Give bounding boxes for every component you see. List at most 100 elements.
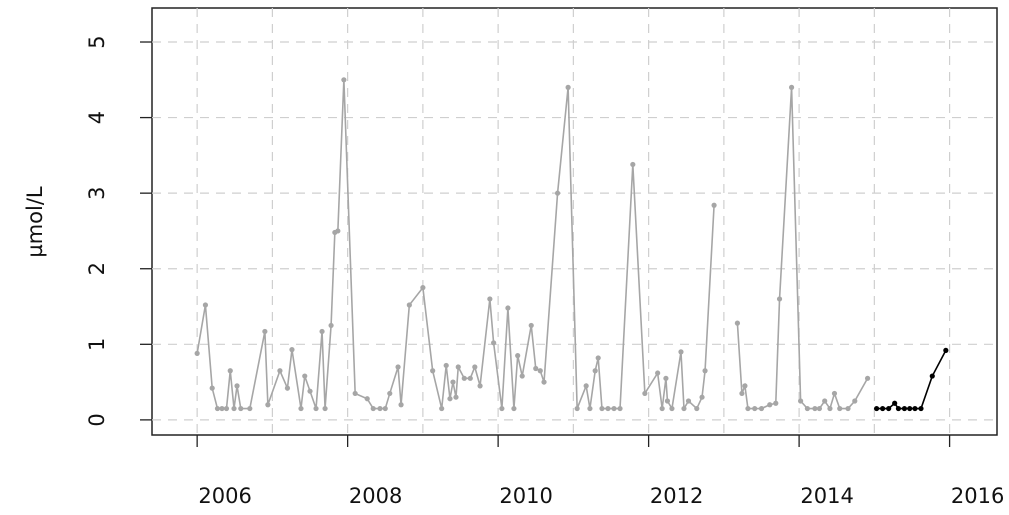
data-point bbox=[655, 370, 661, 376]
data-point bbox=[443, 362, 449, 369]
data-point bbox=[214, 405, 221, 412]
data-point bbox=[831, 390, 838, 397]
data-point bbox=[595, 355, 601, 361]
data-point bbox=[277, 368, 283, 374]
data-point bbox=[611, 405, 617, 412]
data-point bbox=[307, 388, 313, 394]
data-point bbox=[587, 405, 593, 412]
data-point bbox=[209, 385, 215, 391]
data-point bbox=[901, 405, 908, 412]
y-tick-label: 1 bbox=[85, 338, 109, 351]
data-point bbox=[642, 390, 648, 397]
data-point bbox=[773, 400, 779, 406]
y-tick-label: 0 bbox=[85, 413, 109, 426]
data-point bbox=[262, 328, 268, 335]
data-point bbox=[592, 368, 598, 374]
data-point bbox=[880, 405, 886, 412]
data-point bbox=[907, 405, 913, 412]
data-point bbox=[461, 375, 467, 381]
data-point bbox=[605, 405, 611, 412]
data-point bbox=[943, 347, 949, 353]
data-point bbox=[685, 398, 692, 404]
data-point bbox=[798, 398, 804, 404]
data-point bbox=[420, 285, 426, 291]
data-point bbox=[387, 390, 393, 397]
data-point bbox=[219, 405, 225, 412]
data-point bbox=[487, 296, 493, 302]
data-point bbox=[247, 405, 253, 412]
data-point bbox=[533, 365, 539, 372]
x-tick-label: 2010 bbox=[499, 484, 552, 508]
data-point bbox=[202, 302, 209, 308]
data-point bbox=[322, 405, 328, 412]
data-point bbox=[364, 396, 370, 402]
data-point bbox=[406, 302, 412, 308]
data-point bbox=[455, 364, 461, 370]
data-point bbox=[515, 353, 521, 359]
data-point bbox=[554, 190, 561, 196]
data-point bbox=[599, 405, 605, 412]
y-tick-label: 4 bbox=[85, 111, 109, 124]
data-point bbox=[302, 373, 308, 379]
series-line bbox=[876, 349, 947, 410]
data-point bbox=[752, 405, 758, 412]
data-point bbox=[827, 405, 833, 412]
data-point bbox=[617, 405, 623, 412]
x-tick-label: 2012 bbox=[650, 484, 703, 508]
data-point bbox=[583, 383, 589, 389]
data-point bbox=[837, 405, 843, 412]
data-point bbox=[874, 405, 880, 412]
data-point bbox=[852, 398, 858, 404]
data-point bbox=[194, 350, 200, 356]
data-point bbox=[892, 400, 898, 406]
data-point bbox=[313, 405, 319, 412]
x-tick-label: 2008 bbox=[349, 484, 402, 508]
data-point bbox=[284, 385, 291, 391]
data-point bbox=[659, 405, 665, 412]
y-tick-label: 5 bbox=[85, 35, 109, 48]
data-point bbox=[223, 405, 230, 412]
data-point bbox=[398, 402, 404, 408]
data-point bbox=[678, 349, 684, 355]
data-point bbox=[491, 340, 497, 346]
x-tick-label: 2016 bbox=[951, 484, 1004, 508]
data-point bbox=[812, 405, 818, 412]
data-point bbox=[574, 405, 580, 412]
data-point bbox=[565, 84, 571, 90]
data-point bbox=[382, 405, 388, 412]
data-point bbox=[231, 405, 237, 412]
data-point bbox=[758, 405, 765, 412]
y-axis-title: µmol/L bbox=[23, 186, 47, 258]
data-point bbox=[499, 405, 505, 412]
data-point bbox=[505, 305, 511, 311]
data-point bbox=[767, 402, 773, 408]
series-line bbox=[196, 79, 869, 412]
data-point bbox=[776, 296, 783, 302]
data-point bbox=[822, 398, 828, 404]
data-point bbox=[630, 161, 636, 168]
data-point bbox=[845, 405, 851, 412]
data-point bbox=[377, 405, 383, 412]
data-point bbox=[430, 368, 436, 374]
data-point bbox=[370, 405, 376, 412]
data-point bbox=[328, 322, 334, 329]
data-point bbox=[886, 405, 892, 412]
data-point bbox=[663, 375, 669, 381]
data-point bbox=[929, 373, 935, 379]
data-point bbox=[289, 347, 295, 353]
data-point bbox=[739, 390, 745, 397]
data-point bbox=[788, 84, 795, 90]
data-point bbox=[816, 405, 823, 412]
data-point bbox=[352, 390, 358, 397]
y-tick-label: 3 bbox=[85, 186, 109, 199]
data-point bbox=[699, 394, 705, 400]
data-point bbox=[447, 396, 453, 402]
x-tick-label: 2014 bbox=[800, 484, 853, 508]
data-point bbox=[895, 405, 902, 412]
data-point bbox=[319, 328, 325, 335]
data-point bbox=[453, 394, 459, 400]
data-point bbox=[711, 202, 717, 208]
data-point bbox=[804, 405, 810, 412]
data-point bbox=[912, 405, 918, 412]
